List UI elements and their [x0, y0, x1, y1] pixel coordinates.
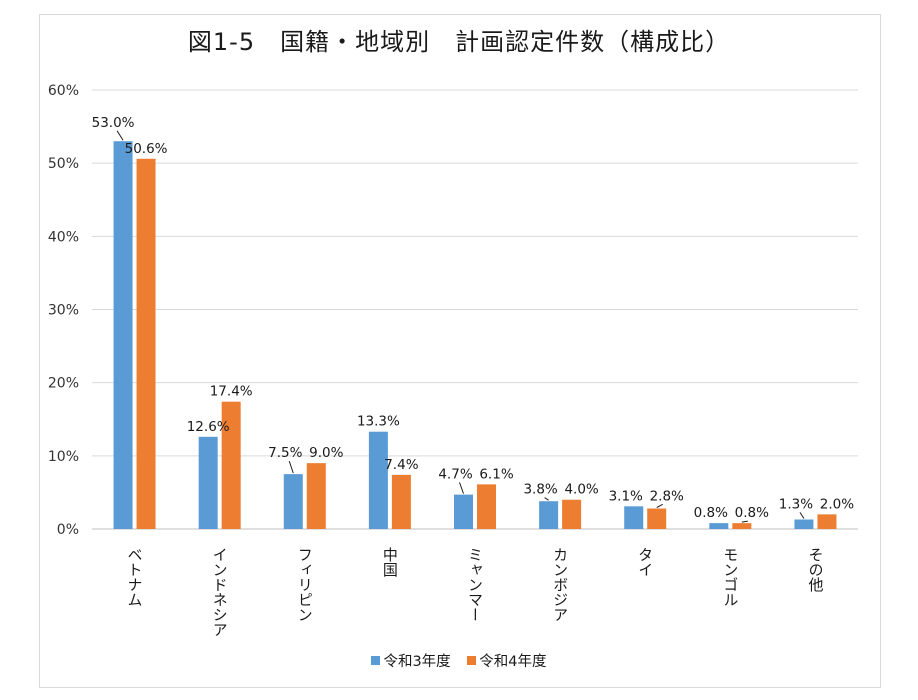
bar-series-2 [477, 484, 496, 529]
legend-item-series-1: 令和3年度 [371, 650, 451, 671]
leader-line [741, 520, 748, 523]
data-label-series-2: 0.8% [735, 505, 769, 521]
bar-series-2 [647, 508, 667, 529]
data-label-series-2: 9.0% [309, 445, 343, 461]
bar-series-1 [113, 141, 133, 529]
leader-line [544, 497, 549, 501]
data-label-series-1: 12.6% [187, 419, 230, 435]
leader-line [799, 512, 805, 519]
bar-series-1 [709, 523, 729, 529]
bar-series-2 [136, 158, 156, 529]
chart-frame [39, 14, 881, 688]
y-tick-label: 20% [48, 376, 79, 392]
data-label-series-1: 13.3% [357, 414, 400, 430]
x-category-label: フィリピン [296, 547, 314, 622]
y-tick-label: 40% [48, 229, 79, 245]
legend: 令和3年度 令和4年度 [0, 650, 918, 671]
leader-line [656, 503, 663, 508]
bar-series-2 [732, 523, 752, 529]
y-tick-label: 0% [57, 522, 79, 538]
data-label-series-1: 3.8% [523, 482, 557, 498]
data-label-series-2: 4.0% [564, 482, 598, 498]
legend-swatch-series-2 [467, 656, 477, 665]
data-label-series-1: 3.1% [609, 488, 643, 504]
x-category-label: ベトナム [126, 547, 144, 607]
bar-series-1 [198, 436, 218, 529]
bar-series-2 [817, 514, 837, 529]
x-category-label: 中国 [381, 547, 399, 577]
data-label-series-1: 4.7% [438, 466, 472, 482]
bar-series-1 [624, 506, 644, 529]
bar-series-1 [368, 431, 388, 529]
leader-line [459, 482, 464, 494]
y-tick-label: 10% [48, 449, 79, 465]
bar-series-2 [391, 474, 411, 529]
leader-line [288, 460, 294, 474]
data-label-series-1: 1.3% [779, 496, 813, 512]
legend-label-series-1: 令和3年度 [383, 654, 451, 670]
data-label-series-2: 7.4% [384, 457, 418, 473]
data-label-series-2: 50.6% [125, 141, 168, 157]
legend-label-series-2: 令和4年度 [479, 654, 547, 670]
bar-series-2 [221, 401, 241, 529]
data-label-series-1: 0.8% [694, 505, 728, 521]
x-category-label: モンゴル [721, 547, 739, 607]
data-label-series-1: 53.0% [92, 115, 135, 131]
data-label-series-2: 2.8% [650, 488, 684, 504]
y-tick-label: 60% [48, 83, 79, 99]
bar-series-2 [306, 463, 326, 529]
leader-line [116, 130, 124, 141]
x-category-label: カンボジア [551, 547, 569, 622]
x-category-label: ミャンマー [466, 547, 484, 622]
x-category-label: タイ [636, 547, 654, 577]
y-tick-label: 50% [48, 156, 79, 172]
x-category-label: その他 [806, 547, 824, 593]
bar-series-1 [454, 494, 473, 529]
data-label-series-2: 17.4% [210, 384, 253, 400]
legend-item-series-2: 令和4年度 [467, 650, 547, 671]
x-category-label: インドネシア [211, 547, 229, 637]
data-label-series-1: 7.5% [268, 445, 302, 461]
data-label-series-2: 2.0% [820, 496, 854, 512]
bar-series-1 [794, 519, 814, 529]
bar-series-1 [283, 474, 303, 529]
bar-series-2 [562, 499, 582, 529]
bar-series-1 [539, 501, 559, 529]
data-label-series-2: 6.1% [479, 466, 513, 482]
y-tick-label: 30% [48, 303, 79, 319]
chart-title: 図1-5 国籍・地域別 計画認定件数（構成比） [187, 28, 731, 56]
legend-swatch-series-1 [371, 656, 381, 665]
